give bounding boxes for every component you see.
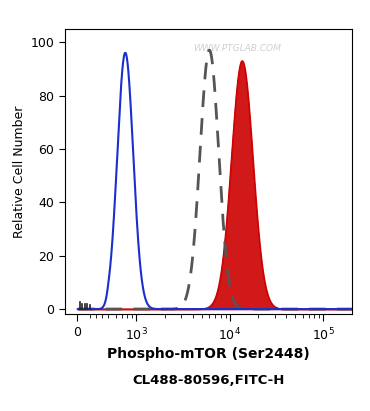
Y-axis label: Relative Cell Number: Relative Cell Number (13, 105, 26, 238)
Text: WWW.PTGLAB.COM: WWW.PTGLAB.COM (193, 44, 281, 53)
X-axis label: Phospho-mTOR (Ser2448): Phospho-mTOR (Ser2448) (107, 347, 309, 361)
Text: CL488-80596,FITC-H: CL488-80596,FITC-H (133, 374, 285, 387)
